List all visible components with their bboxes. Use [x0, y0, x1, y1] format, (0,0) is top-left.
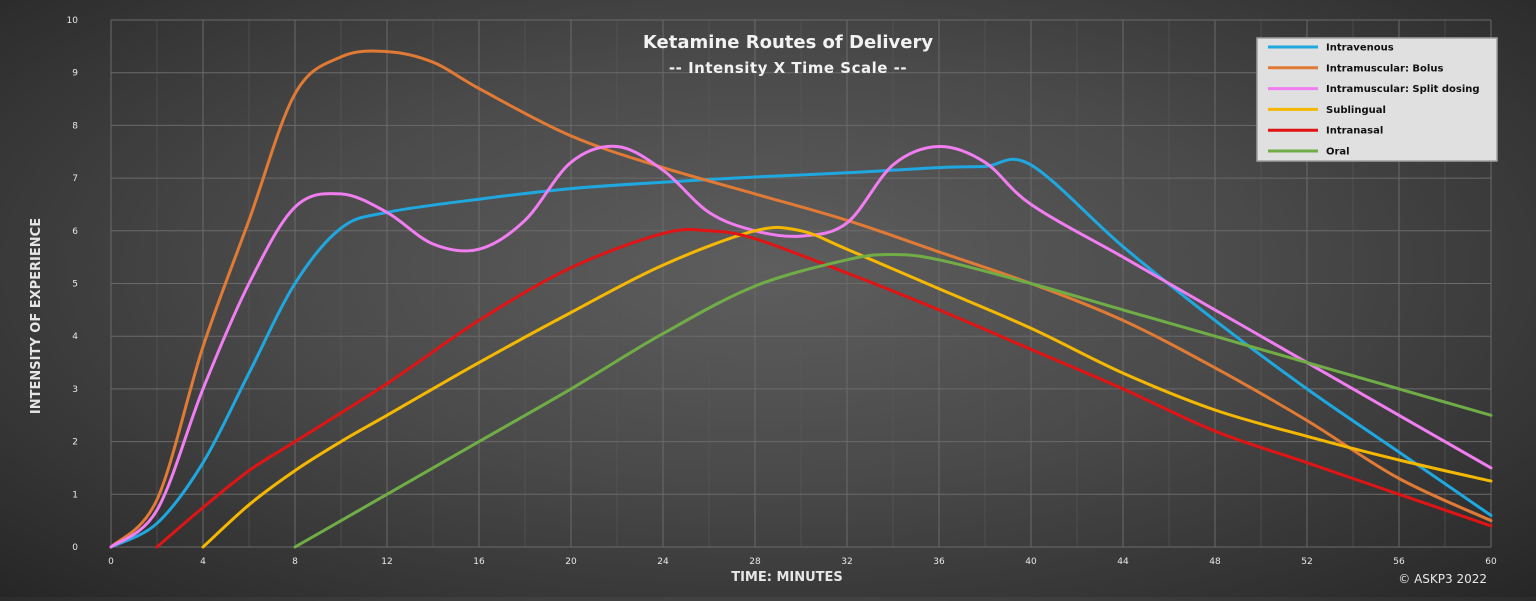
series-line-oral [293, 253, 1493, 549]
x-tick-label: 8 [292, 557, 298, 567]
y-tick-label: 1 [72, 490, 78, 500]
x-tick-label: 56 [1393, 557, 1405, 567]
x-tick-label: 52 [1301, 557, 1312, 567]
legend-label-sublingual: Sublingual [1326, 105, 1386, 116]
chart-subtitle: -- Intensity X Time Scale -- [669, 59, 907, 77]
y-tick-label: 3 [72, 385, 78, 395]
legend-label-intravenous: Intravenous [1326, 43, 1394, 54]
y-axis-label: INTENSITY OF EXPERIENCE [29, 218, 44, 414]
chart-title: Ketamine Routes of Delivery [643, 32, 933, 53]
x-tick-label: 36 [933, 557, 945, 567]
y-tick-label: 7 [72, 174, 78, 184]
x-tick-label: 32 [841, 557, 852, 567]
y-tick-label: 4 [72, 332, 78, 342]
legend-label-intramuscular-bolus: Intramuscular: Bolus [1326, 63, 1443, 74]
x-tick-label: 12 [381, 557, 392, 567]
y-tick-label: 5 [72, 280, 78, 290]
x-tick-label: 44 [1117, 557, 1129, 567]
x-axis-ticks: 0 4 8 12 16 20 24 28 32 36 40 44 48 52 56 60 [108, 557, 1497, 567]
x-tick-label: 0 [108, 557, 114, 567]
series-line-sublingual [201, 225, 1493, 549]
x-tick-label: 4 [200, 557, 206, 567]
x-tick-label: 40 [1025, 557, 1037, 567]
series-line-intramuscular-bolus [109, 49, 1493, 549]
y-tick-label: 8 [72, 121, 78, 131]
series-lines [109, 49, 1493, 549]
x-tick-label: 28 [749, 557, 761, 567]
legend: Intravenous Intramuscular: Bolus Intramusc… [1256, 37, 1498, 162]
series-line-intravenous [109, 157, 1493, 549]
x-tick-label: 24 [657, 557, 669, 567]
legend-items: Intravenous Intramuscular: Bolus Intramusc… [1268, 43, 1480, 158]
series-line-intranasal [155, 227, 1493, 549]
x-tick-label: 20 [565, 557, 577, 567]
x-tick-label: 16 [473, 557, 485, 567]
copyright-text: © ASKP3 2022 [1398, 572, 1487, 586]
series-line-intramuscular-split-dosing [109, 144, 1493, 549]
legend-box [1256, 37, 1498, 162]
y-tick-label: 6 [72, 227, 78, 237]
x-tick-label: 48 [1209, 557, 1221, 567]
y-tick-label: 10 [67, 16, 79, 26]
y-tick-label: 0 [72, 543, 78, 553]
legend-label-oral: Oral [1326, 147, 1350, 158]
legend-label-intranasal: Intranasal [1326, 126, 1383, 137]
y-tick-label: 2 [72, 438, 78, 448]
x-axis-label: TIME: MINUTES [731, 570, 843, 585]
x-tick-label: 60 [1485, 557, 1497, 567]
y-axis-ticks: 0 1 2 3 4 5 6 7 8 9 10 [67, 16, 79, 553]
legend-label-intramuscular-split-dosing: Intramuscular: Split dosing [1326, 84, 1480, 95]
y-tick-label: 9 [72, 69, 78, 79]
